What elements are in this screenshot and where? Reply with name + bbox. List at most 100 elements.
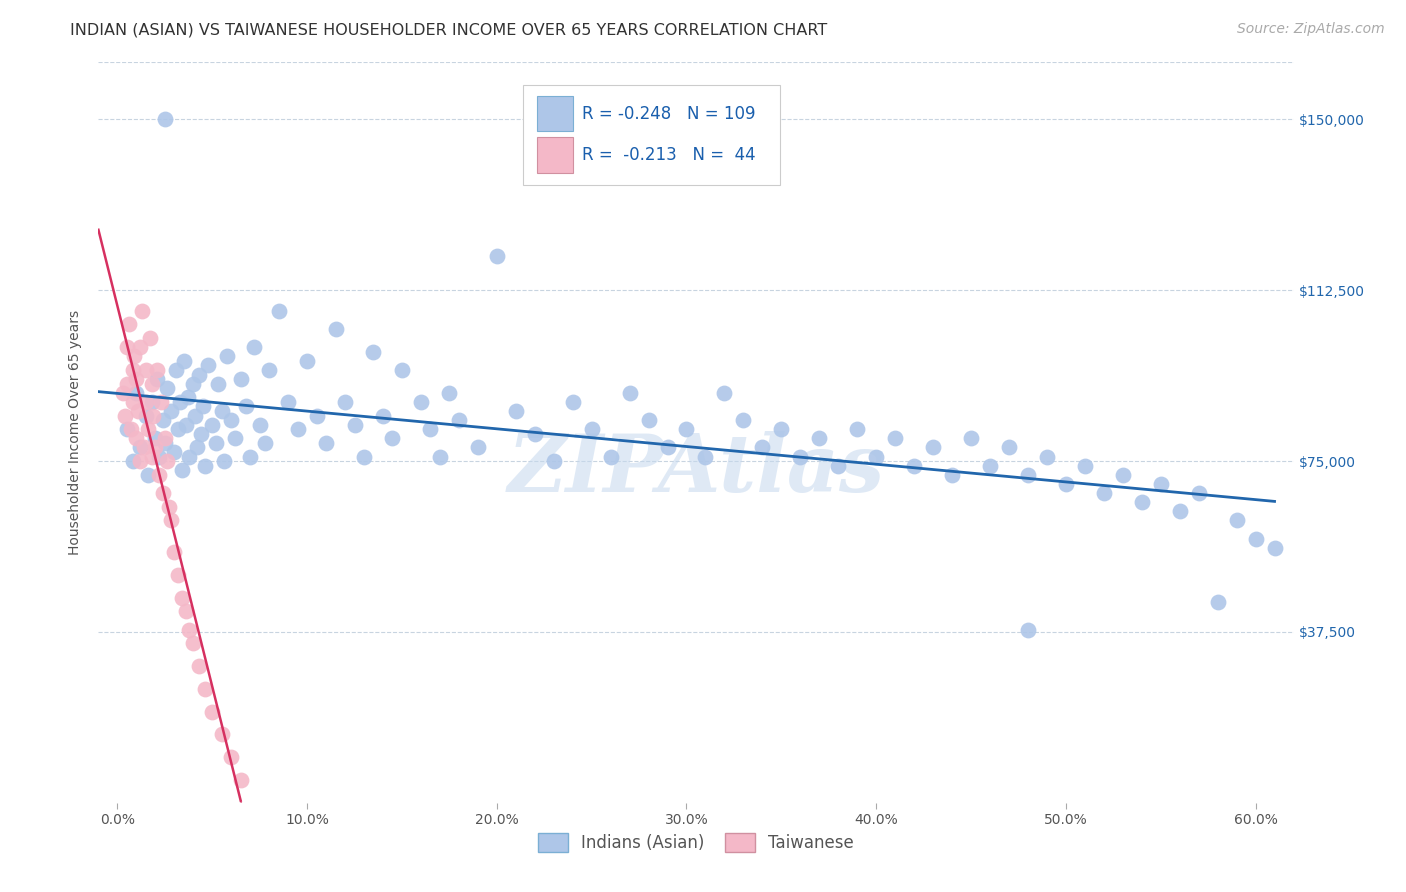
Point	[941, 467, 963, 482]
Point	[194, 681, 217, 696]
Point	[257, 363, 280, 377]
Point	[159, 404, 181, 418]
Point	[153, 435, 176, 450]
Point	[174, 417, 197, 432]
Point	[1264, 541, 1286, 555]
Point	[143, 441, 166, 455]
Point	[129, 340, 152, 354]
Point	[439, 385, 461, 400]
Point	[118, 318, 141, 332]
Point	[163, 545, 186, 559]
Point	[419, 422, 441, 436]
Point	[827, 458, 849, 473]
Point	[1017, 623, 1039, 637]
Point	[561, 395, 583, 409]
Point	[112, 385, 135, 400]
Point	[201, 417, 224, 432]
Point	[846, 422, 869, 436]
Point	[1206, 595, 1229, 609]
Point	[1074, 458, 1097, 473]
Point	[1244, 532, 1267, 546]
Point	[1017, 467, 1039, 482]
Point	[713, 385, 735, 400]
Point	[125, 431, 148, 445]
Point	[135, 409, 157, 423]
Point	[229, 372, 252, 386]
Text: INDIAN (ASIAN) VS TAIWANESE HOUSEHOLDER INCOME OVER 65 YEARS CORRELATION CHART: INDIAN (ASIAN) VS TAIWANESE HOUSEHOLDER …	[70, 22, 828, 37]
Point	[467, 441, 489, 455]
Point	[115, 422, 138, 436]
Point	[267, 303, 290, 318]
Point	[159, 513, 181, 527]
Point	[363, 344, 385, 359]
Point	[1226, 513, 1249, 527]
Point	[201, 705, 224, 719]
Point	[179, 623, 201, 637]
Point	[429, 450, 451, 464]
Point	[188, 659, 211, 673]
Point	[153, 431, 176, 445]
Point	[188, 368, 211, 382]
Point	[167, 422, 190, 436]
Point	[695, 450, 717, 464]
Point	[181, 376, 204, 391]
Point	[170, 591, 193, 605]
Point	[170, 463, 193, 477]
Point	[865, 450, 887, 464]
Point	[239, 450, 262, 464]
Point	[138, 331, 160, 345]
Point	[184, 409, 207, 423]
Point	[115, 340, 138, 354]
Point	[979, 458, 1001, 473]
Point	[505, 404, 527, 418]
Point	[121, 363, 143, 377]
Point	[637, 413, 659, 427]
Point	[153, 112, 176, 127]
Point	[186, 441, 208, 455]
FancyBboxPatch shape	[537, 137, 572, 173]
Point	[120, 422, 142, 436]
Point	[657, 441, 679, 455]
Text: Source: ZipAtlas.com: Source: ZipAtlas.com	[1237, 22, 1385, 37]
Point	[733, 413, 755, 427]
Point	[131, 303, 153, 318]
Point	[152, 486, 174, 500]
Point	[1188, 486, 1211, 500]
Point	[217, 349, 239, 363]
Point	[277, 395, 299, 409]
Point	[219, 750, 242, 764]
Point	[146, 363, 169, 377]
Point	[125, 372, 148, 386]
Point	[391, 363, 413, 377]
Point	[191, 400, 214, 414]
Point	[181, 636, 204, 650]
Point	[409, 395, 432, 409]
Point	[333, 395, 356, 409]
Point	[770, 422, 793, 436]
Point	[124, 349, 146, 363]
Legend: Indians (Asian), Taiwanese: Indians (Asian), Taiwanese	[533, 828, 859, 857]
Point	[211, 404, 233, 418]
Point	[543, 454, 565, 468]
Point	[1168, 504, 1191, 518]
Point	[998, 441, 1021, 455]
Point	[125, 385, 148, 400]
Point	[169, 395, 191, 409]
Point	[325, 322, 347, 336]
Point	[808, 431, 831, 445]
Point	[146, 372, 169, 386]
Point	[343, 417, 366, 432]
Point	[305, 409, 328, 423]
Point	[176, 390, 198, 404]
FancyBboxPatch shape	[523, 85, 779, 185]
Point	[148, 450, 170, 464]
Point	[1092, 486, 1115, 500]
Point	[156, 454, 179, 468]
Point	[254, 435, 277, 450]
Point	[150, 395, 173, 409]
Point	[127, 404, 149, 418]
Point	[173, 354, 195, 368]
Point	[211, 727, 233, 741]
Point	[224, 431, 246, 445]
Point	[114, 409, 136, 423]
